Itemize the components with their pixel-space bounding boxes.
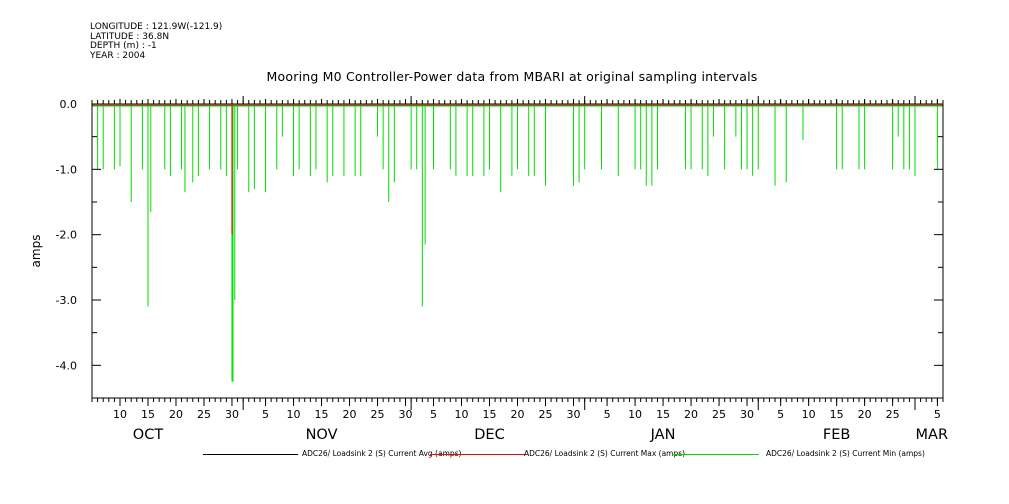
- x-tick-label: 10: [287, 408, 301, 421]
- legend-label-min: ADC26/ Loadsink 2 (S) Current Min (amps): [766, 449, 925, 458]
- legend: ADC26/ Loadsink 2 (S) Current Avg (amps)…: [0, 447, 1009, 461]
- metadata-block: LONGITUDE : 121.9W(-121.9) LATITUDE : 36…: [90, 22, 223, 61]
- x-tick-label: 30: [740, 408, 754, 421]
- x-tick-label: 15: [141, 408, 155, 421]
- y-tick-label: -2.0: [56, 229, 77, 242]
- legend-swatch-avg: [203, 454, 298, 455]
- month-label: MAR: [916, 427, 949, 443]
- x-tick-label: 5: [777, 408, 784, 421]
- x-tick-label: 5: [604, 408, 611, 421]
- data-marks: [92, 104, 943, 382]
- x-tick-label: 25: [538, 408, 552, 421]
- x-tick-label: 10: [802, 408, 816, 421]
- chart-title: Mooring M0 Controller-Power data from MB…: [266, 69, 758, 84]
- longitude-text: LONGITUDE : 121.9W(-121.9): [90, 22, 223, 32]
- month-label: NOV: [306, 427, 338, 443]
- y-tick-label: -3.0: [56, 294, 77, 307]
- legend-swatch-max: [430, 454, 525, 455]
- x-tick-label: 10: [113, 408, 127, 421]
- x-tick-label: 15: [656, 408, 670, 421]
- y-tick-label: 0.0: [60, 98, 78, 111]
- x-tick-label: 20: [511, 408, 525, 421]
- y-axis-label: amps: [29, 235, 43, 268]
- legend-label-avg: ADC26/ Loadsink 2 (S) Current Avg (amps): [302, 449, 462, 458]
- depth-text: DEPTH (m) : -1: [90, 41, 157, 51]
- legend-swatch-min: [672, 454, 759, 455]
- x-tick-label: 15: [315, 408, 329, 421]
- year-text: YEAR : 2004: [90, 50, 146, 61]
- x-tick-label: 15: [830, 408, 844, 421]
- x-tick-label: 20: [343, 408, 357, 421]
- x-tick-label: 20: [858, 408, 872, 421]
- axes: 0.0 -1.0 -2.0 -3.0 -4.0 10 15 20 25 30 5 10 15 20 25 30…: [56, 96, 949, 443]
- x-tick-label: 25: [886, 408, 900, 421]
- x-tick-label: 25: [712, 408, 726, 421]
- month-label: JAN: [650, 427, 676, 443]
- month-label: DEC: [474, 427, 504, 443]
- latitude-text: LATITUDE : 36.8N: [90, 31, 170, 42]
- x-tick-label: 5: [934, 408, 941, 421]
- legend-label-max: ADC26/ Loadsink 2 (S) Current Max (amps): [524, 449, 686, 458]
- x-tick-label: 5: [262, 408, 269, 421]
- x-tick-label: 30: [566, 408, 580, 421]
- x-tick-label: 10: [455, 408, 469, 421]
- x-tick-label: 30: [399, 408, 413, 421]
- x-tick-label: 20: [684, 408, 698, 421]
- x-tick-label: 25: [197, 408, 211, 421]
- x-tick-label: 5: [430, 408, 437, 421]
- month-label: FEB: [823, 427, 850, 443]
- x-tick-label: 30: [225, 408, 239, 421]
- y-tick-label: -4.0: [56, 359, 77, 372]
- x-tick-label: 20: [169, 408, 183, 421]
- y-tick-label: -1.0: [56, 163, 77, 176]
- x-tick-label: 10: [628, 408, 642, 421]
- x-tick-label: 25: [371, 408, 385, 421]
- x-tick-label: 15: [483, 408, 497, 421]
- month-label: OCT: [133, 427, 164, 443]
